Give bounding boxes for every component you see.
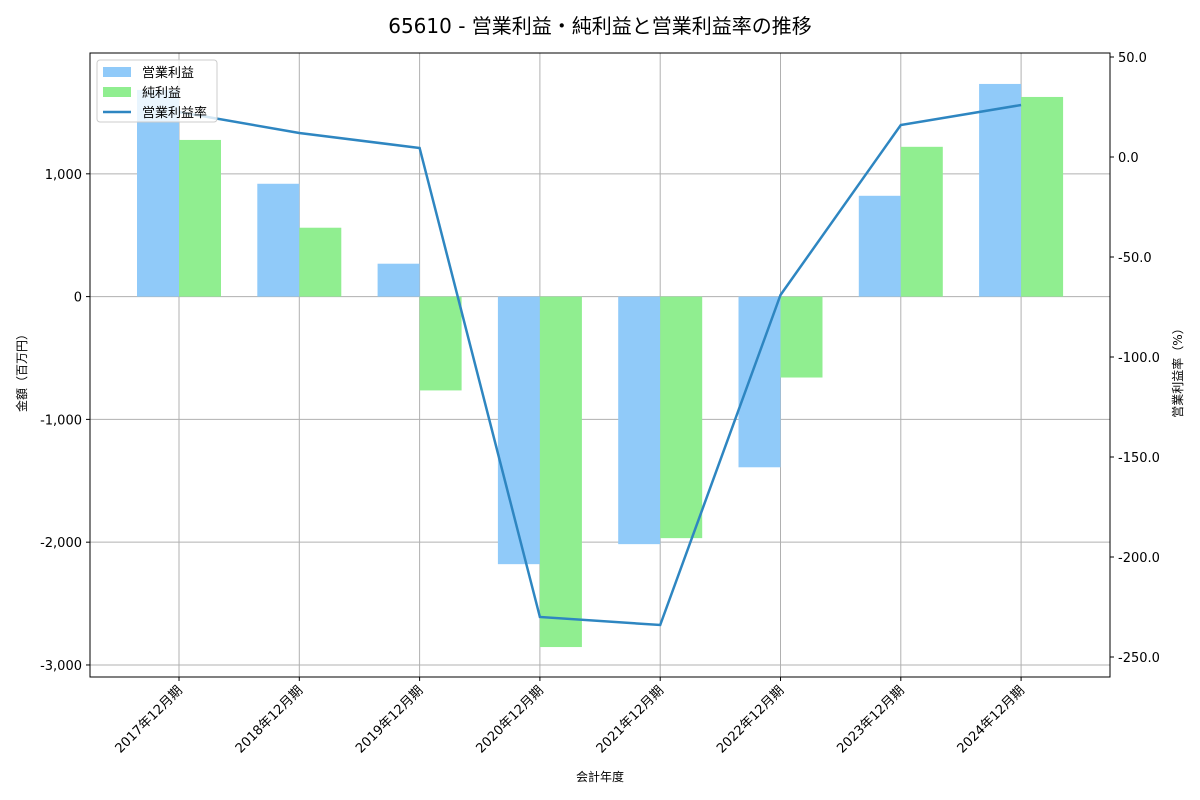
legend-swatch	[103, 67, 131, 77]
bar-net-profit	[900, 146, 943, 297]
tick-label-left: 0	[74, 291, 82, 306]
bar-net-profit	[299, 227, 342, 297]
bar-net-profit	[660, 296, 703, 539]
bar-net-profit	[179, 139, 221, 297]
tick-label-x: 2023年12月期	[834, 683, 907, 756]
bar-operating-profit	[257, 183, 300, 297]
bar-operating-profit	[858, 195, 901, 297]
x-axis-label: 会計年度	[576, 769, 624, 784]
legend-swatch	[103, 87, 131, 97]
tick-label-right: -200.0	[1118, 551, 1160, 566]
bar-net-profit	[780, 296, 823, 378]
bar-net-profit	[1021, 96, 1064, 297]
plot-frame	[89, 52, 1111, 678]
bar-operating-profit	[738, 296, 781, 468]
line-operating-margin	[178, 103, 1022, 627]
y-axis-label-left: 金額（百万円）	[14, 328, 29, 412]
bar-operating-profit	[137, 89, 179, 297]
tick-label-x: 2017年12月期	[113, 683, 186, 756]
bar-series	[137, 83, 1064, 648]
tick-label-right: -250.0	[1118, 651, 1160, 666]
tick-label-x: 2019年12月期	[353, 683, 426, 756]
bar-operating-profit	[979, 83, 1022, 297]
tick-label-x: 2020年12月期	[473, 683, 546, 756]
y-axis-label-right: 営業利益率（%）	[1170, 322, 1185, 417]
line-series	[178, 103, 1022, 627]
bar-operating-profit	[497, 296, 540, 565]
legend-label: 営業利益	[142, 65, 194, 81]
bar-net-profit	[419, 296, 462, 391]
y-axis-right: -250.0 -200.0 -150.0 -100.0 -50.0 0.0 50.0	[1110, 51, 1160, 666]
legend-label: 純利益	[142, 86, 181, 101]
tick-label-x: 2018年12月期	[233, 683, 306, 756]
bar-operating-profit	[377, 263, 420, 297]
tick-label-right: -100.0	[1118, 351, 1160, 366]
tick-label-left: -1,000	[40, 413, 82, 428]
x-axis: 2017年12月期 2018年12月期 2019年12月期 2020年12月期 2021…	[113, 677, 1028, 757]
grid-lines	[90, 53, 1110, 677]
tick-label-right: 0.0	[1118, 151, 1139, 166]
legend-label: 営業利益率	[142, 105, 207, 121]
tick-label-right: -50.0	[1118, 251, 1152, 266]
tick-label-right: 50.0	[1118, 51, 1147, 66]
tick-label-left: 1,000	[45, 168, 82, 183]
tick-label-x: 2022年12月期	[714, 683, 787, 756]
bar-net-profit	[539, 296, 582, 648]
tick-label-left: -2,000	[40, 536, 82, 551]
bar-operating-profit	[618, 296, 661, 545]
chart-title: 65610 - 営業利益・純利益と営業利益率の推移	[388, 14, 812, 38]
tick-label-x: 2021年12月期	[594, 683, 667, 756]
tick-label-x: 2024年12月期	[955, 683, 1028, 756]
tick-label-left: -3,000	[40, 659, 82, 674]
tick-label-right: -150.0	[1118, 451, 1160, 466]
y-axis-left: -3,000 -2,000 -1,000 0 1,000	[40, 168, 90, 674]
